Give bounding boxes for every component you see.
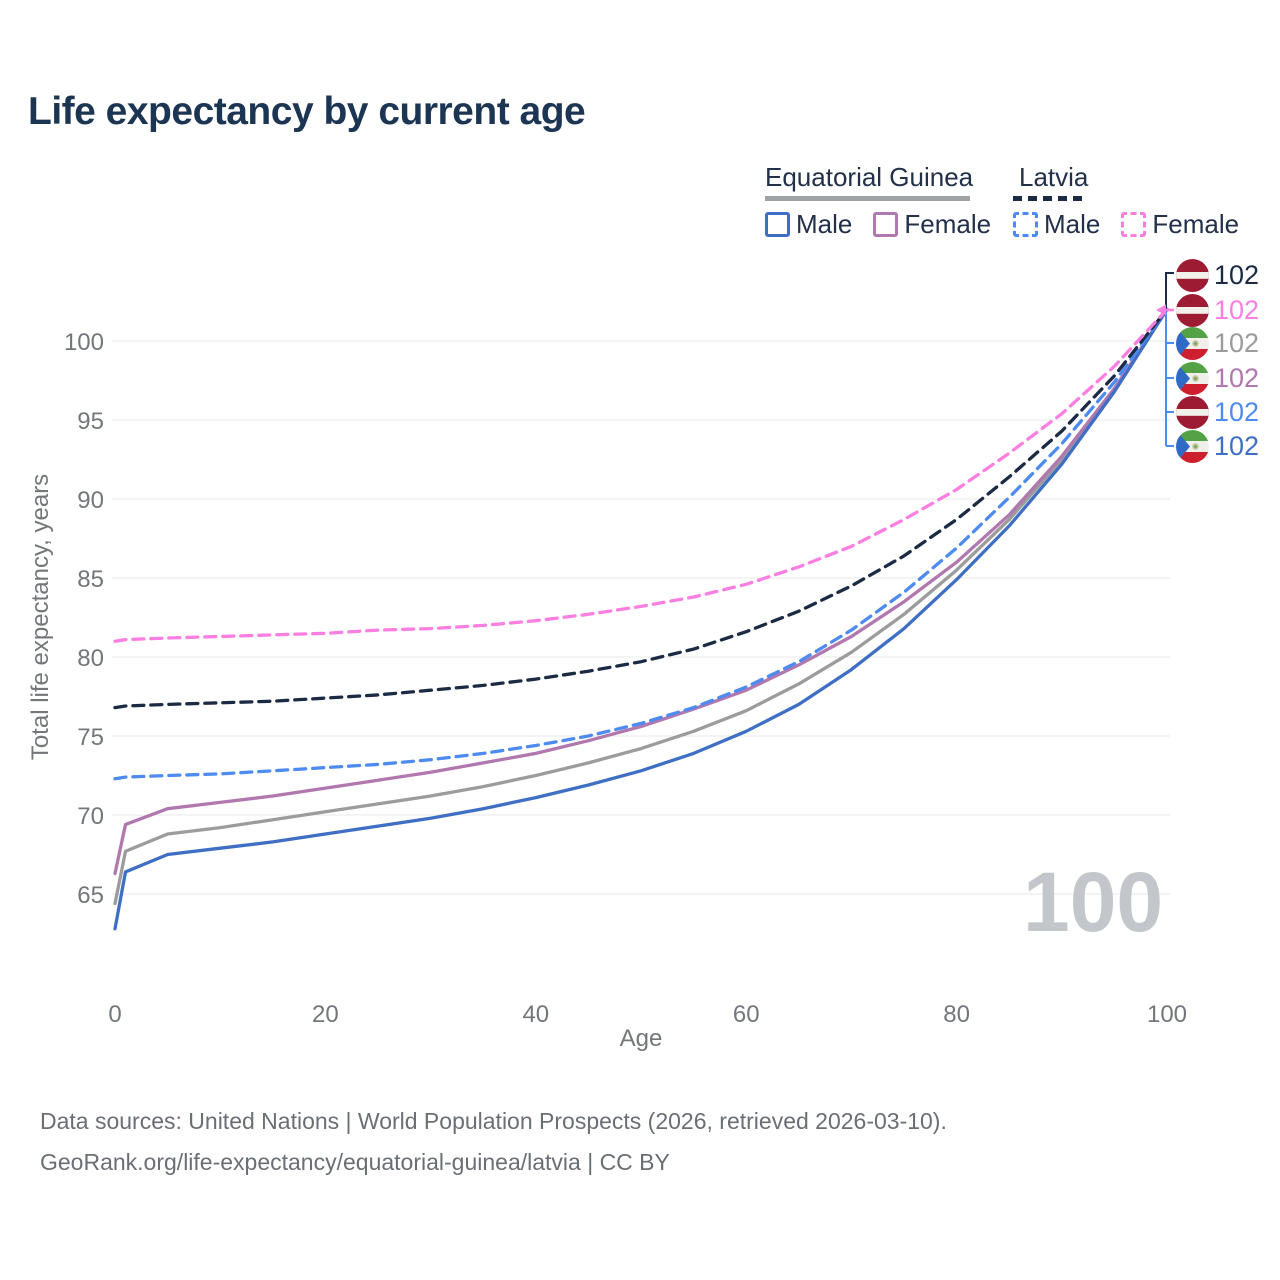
- legend-label-eg-female[interactable]: Female: [904, 209, 992, 239]
- y-axis-title: Total life expectancy, years: [27, 474, 54, 760]
- legend-row-equatorial-guinea: Male Female: [765, 209, 991, 240]
- x-tick-label: 40: [522, 1001, 549, 1028]
- end-label-connectors: [1156, 272, 1174, 447]
- data-sources-line: Data sources: United Nations | World Pop…: [40, 1108, 947, 1134]
- end-label-value: 102: [1214, 327, 1260, 358]
- x-tick-label: 0: [108, 1001, 121, 1028]
- equatorial-guinea-flag-icon: [1176, 429, 1209, 463]
- legend-label-latvia-male[interactable]: Male: [1044, 209, 1101, 239]
- equatorial-guinea-flag-icon: [1176, 361, 1209, 395]
- end-label-value: 102: [1214, 259, 1260, 290]
- legend-label-eg-male[interactable]: Male: [796, 209, 853, 239]
- line-latvia-female[interactable]: [113, 307, 1169, 643]
- legend-underline-dashed: [1013, 196, 1087, 201]
- line-latvia-male[interactable]: [113, 307, 1169, 781]
- line-latvia-combined[interactable]: [113, 307, 1169, 710]
- end-label-equatorial-guinea-female: 102: [1176, 361, 1259, 395]
- end-label-latvia-combined: 102: [1176, 258, 1259, 292]
- y-tick-label: 100: [64, 329, 104, 356]
- line-equatorial-guinea-combined[interactable]: [113, 307, 1169, 906]
- legend-country-equatorial-guinea[interactable]: Equatorial Guinea: [765, 162, 974, 192]
- connector-blue: [1165, 310, 1174, 447]
- x-tick-label: 80: [943, 1001, 970, 1028]
- legend-swatch-eg-male[interactable]: [765, 212, 790, 237]
- end-label-value: 102: [1214, 294, 1260, 325]
- end-label-equatorial-guinea-male: 102: [1176, 429, 1259, 463]
- x-tick-label: 100: [1147, 1001, 1187, 1028]
- end-label-value: 102: [1214, 430, 1260, 461]
- y-tick-label: 80: [77, 645, 104, 672]
- legend-swatch-latvia-male[interactable]: [1013, 212, 1038, 237]
- end-label-latvia-male: 102: [1176, 395, 1259, 429]
- end-label-value: 102: [1214, 396, 1260, 427]
- y-tick-label: 85: [77, 566, 104, 593]
- legend-row-latvia: Male Female: [1013, 209, 1239, 240]
- legend-country-latvia[interactable]: Latvia: [1019, 162, 1089, 192]
- page-title: Life expectancy by current age: [28, 90, 586, 133]
- attribution-line: GeoRank.org/life-expectancy/equatorial-g…: [40, 1149, 670, 1175]
- y-tick-label: 65: [77, 882, 104, 909]
- end-label-equatorial-guinea-combined: 102: [1176, 326, 1259, 360]
- y-tick-label: 70: [77, 803, 104, 830]
- connector-navy: [1165, 272, 1174, 310]
- x-axis-tick-labels: 0 20 40 60 80 100: [108, 1001, 1187, 1028]
- legend-underline-solid: [765, 196, 970, 201]
- legend-label-latvia-female[interactable]: Female: [1152, 209, 1240, 239]
- y-axis-tick-labels: 65 70 75 80 85 90 95 100: [64, 329, 104, 909]
- equatorial-guinea-flag-icon: [1176, 326, 1209, 360]
- legend-swatch-eg-female[interactable]: [873, 212, 899, 237]
- y-tick-label: 95: [77, 408, 104, 435]
- x-tick-label: 60: [733, 1001, 760, 1028]
- legend-swatch-latvia-female[interactable]: [1121, 212, 1147, 237]
- latvia-flag-icon: [1176, 258, 1209, 292]
- latvia-flag-icon: [1176, 293, 1209, 327]
- latvia-flag-icon: [1176, 395, 1209, 429]
- end-label-value: 102: [1214, 362, 1260, 393]
- legend-group-latvia: Latvia Male Female: [1013, 162, 1239, 240]
- x-tick-label: 20: [312, 1001, 339, 1028]
- gridlines: [112, 340, 1170, 895]
- y-tick-label: 75: [77, 724, 104, 751]
- y-tick-label: 90: [77, 487, 104, 514]
- line-equatorial-guinea-male[interactable]: [113, 307, 1169, 931]
- line-equatorial-guinea-female[interactable]: [113, 307, 1169, 876]
- age-indicator-watermark: 100: [1023, 855, 1164, 949]
- chart-lines: [113, 307, 1169, 931]
- end-label-latvia-female: 102: [1176, 293, 1259, 327]
- x-axis-title: Age: [620, 1025, 663, 1052]
- endpoint-arrow-icon: [1156, 304, 1166, 316]
- legend-group-equatorial-guinea: Equatorial Guinea Male Female: [765, 162, 991, 240]
